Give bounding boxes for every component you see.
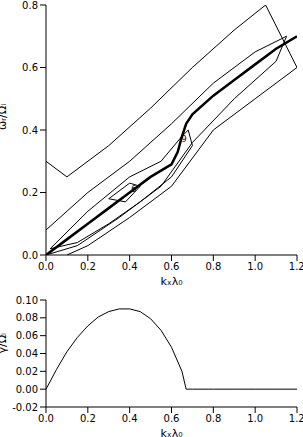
svg-text:0.8: 0.8 <box>205 413 221 424</box>
svg-text:1.0: 1.0 <box>247 261 263 272</box>
svg-text:0.00: 0.00 <box>16 384 38 395</box>
svg-text:1.2: 1.2 <box>289 413 295 424</box>
svg-text:0.2: 0.2 <box>80 261 96 272</box>
svg-text:0.6: 0.6 <box>22 62 38 73</box>
svg-text:0.4: 0.4 <box>22 125 38 136</box>
svg-text:γ/Ωᵢ: γ/Ωᵢ <box>8 333 9 354</box>
svg-text:-0.02: -0.02 <box>12 402 38 413</box>
svg-text:0.0: 0.0 <box>38 261 54 272</box>
svg-text:0.08: 0.08 <box>16 312 38 323</box>
svg-text:kₓλ₀: kₓλ₀ <box>160 427 183 437</box>
svg-text:0.0: 0.0 <box>22 250 38 261</box>
svg-text:1.0: 1.0 <box>247 413 263 424</box>
svg-text:0.6: 0.6 <box>164 413 180 424</box>
svg-text:0.02: 0.02 <box>16 366 38 377</box>
svg-text:kₓλ₀: kₓλ₀ <box>160 275 183 285</box>
svg-text:6: 6 <box>131 185 136 194</box>
svg-text:0.2: 0.2 <box>80 413 96 424</box>
svg-text:9: 9 <box>182 135 187 144</box>
svg-text:0.4: 0.4 <box>122 413 138 424</box>
svg-text:0.0: 0.0 <box>38 413 54 424</box>
svg-text:0.06: 0.06 <box>16 330 38 341</box>
svg-text:0.8: 0.8 <box>22 0 38 11</box>
svg-text:0.4: 0.4 <box>122 261 138 272</box>
svg-text:0.10: 0.10 <box>16 295 38 306</box>
svg-text:0.04: 0.04 <box>16 348 38 359</box>
svg-text:0.2: 0.2 <box>22 187 38 198</box>
svg-text:ωᵣ/Ωᵢ: ωᵣ/Ωᵢ <box>8 104 9 130</box>
svg-text:1.2: 1.2 <box>289 261 295 272</box>
svg-text:0.6: 0.6 <box>164 261 180 272</box>
svg-text:0.8: 0.8 <box>205 261 221 272</box>
